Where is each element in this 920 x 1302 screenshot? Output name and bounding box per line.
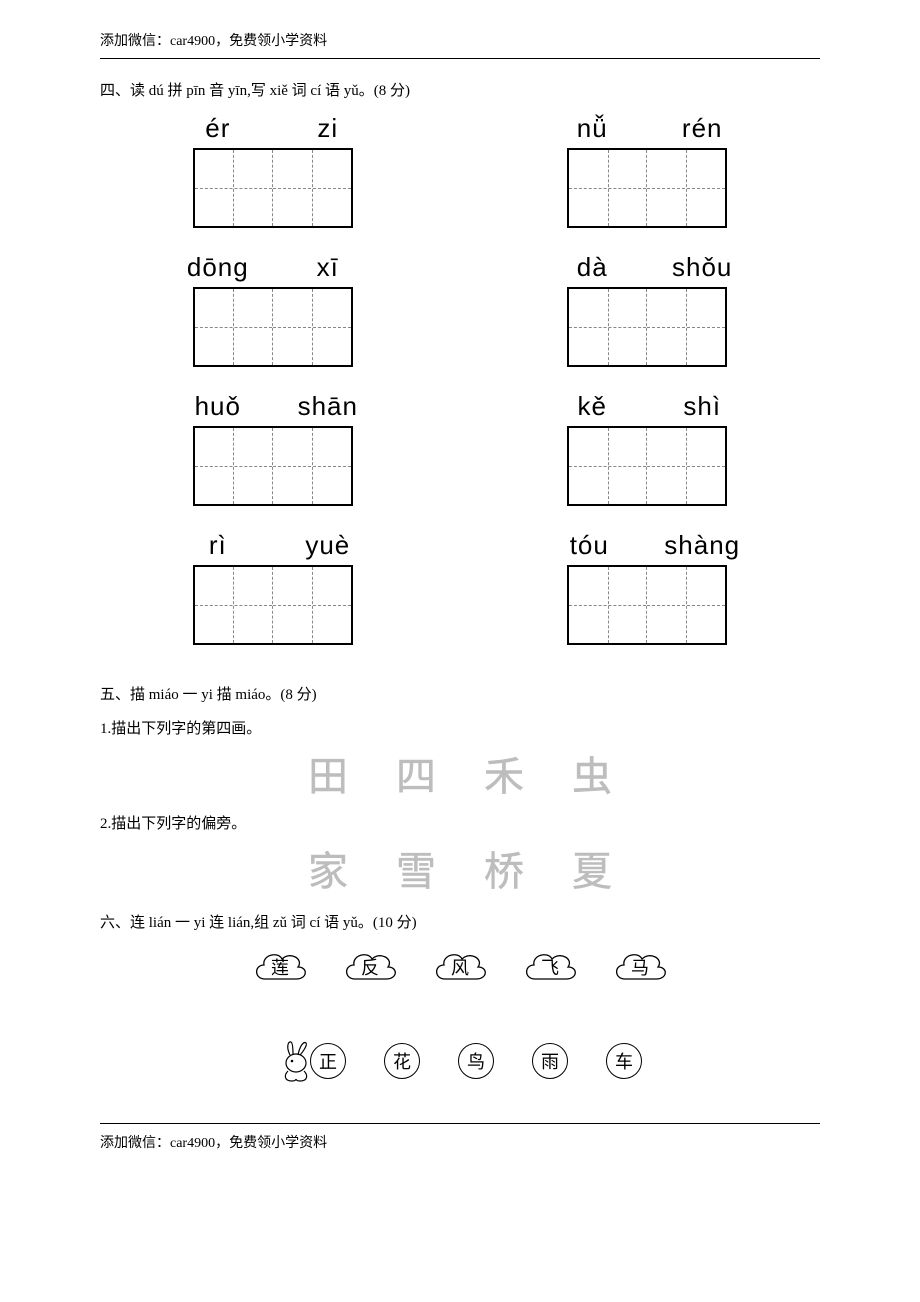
pinyin-item: rì yuè [100,530,446,645]
cloud-item: 风 [430,945,490,989]
pinyin-syllable: nǚ [557,113,627,144]
pinyin-syllable: rén [667,113,737,144]
pinyin-syllable: ér [183,113,253,144]
section5-title: 五、描 miáo 一 yi 描 miáo。(8 分) [100,683,820,707]
cloud-label: 风 [451,954,469,980]
pinyin-syllable: dà [557,252,627,283]
pinyin-syllable: shàng [664,530,740,561]
circle-label: 正 [319,1048,337,1074]
tian-box [193,148,353,228]
tian-box [567,287,727,367]
section4-title: 四、读 dú 拼 pīn 音 yīn,写 xiě 词 cí 语 yǔ。(8 分) [100,79,820,103]
section5-sub2: 2.描出下列字的偏旁。 [100,812,820,833]
trace-char: 雪 [396,839,436,897]
pinyin-item: dà shǒu [474,252,820,367]
trace-char: 禾 [484,744,524,802]
pinyin-syllable: shì [667,391,737,422]
cloud-label: 反 [361,954,379,980]
pinyin-syllable: kě [557,391,627,422]
tian-box [193,287,353,367]
trace-char: 虫 [572,744,612,802]
pinyin-syllable: shān [293,391,363,422]
cloud-item: 马 [610,945,670,989]
circle-label: 鸟 [467,1048,485,1074]
tian-box [567,565,727,645]
circle-label: 花 [393,1048,411,1074]
tian-box [567,148,727,228]
header-note: 添加微信：car4900，免费领小学资料 [100,30,820,59]
trace-char: 夏 [572,839,612,897]
circle-item: 正 [310,1043,346,1079]
cloud-item: 飞 [520,945,580,989]
section4-grid: ér zi dōng xī huǒ shān rì yuè nǚ rén dà shǒu k… [100,113,820,669]
trace-char: 家 [308,839,348,897]
pinyin-item: tóu shàng [474,530,820,645]
circle-item: 雨 [532,1043,568,1079]
trace-char: 桥 [484,839,524,897]
pinyin-item: ér zi [100,113,446,228]
tian-box [567,426,727,506]
circle-item: 花 [384,1043,420,1079]
pinyin-syllable: shǒu [667,252,737,283]
trace-char: 四 [396,744,436,802]
footer-note: 添加微信：car4900，免费领小学资料 [100,1123,820,1152]
circle-label: 车 [615,1048,633,1074]
cloud-item: 反 [340,945,400,989]
circle-label: 雨 [541,1048,559,1074]
tian-box [193,565,353,645]
circle-item: 鸟 [458,1043,494,1079]
cloud-label: 飞 [541,954,559,980]
pinyin-syllable: yuè [293,530,363,561]
pinyin-item: kě shì [474,391,820,506]
trace-char: 田 [308,744,348,802]
section5-sub1: 1.描出下列字的第四画。 [100,717,820,738]
cloud-row: 莲 反 风 飞 马 [100,945,820,989]
pinyin-syllable: tóu [554,530,624,561]
pinyin-item: nǚ rén [474,113,820,228]
section6-title: 六、连 lián 一 yi 连 lián,组 zǔ 词 cí 语 yǔ。(10 … [100,911,820,935]
circle-row: 正 花 鸟 雨 车 [100,1039,820,1083]
pinyin-syllable: xī [293,252,363,283]
rabbit-with-circle: 正 [278,1039,346,1083]
pinyin-item: dōng xī [100,252,446,367]
trace-row-2: 家 雪 桥 夏 [100,839,820,897]
pinyin-syllable: zi [293,113,363,144]
trace-row-1: 田 四 禾 虫 [100,744,820,802]
pinyin-item: huǒ shān [100,391,446,506]
cloud-label: 莲 [271,954,289,980]
pinyin-syllable: huǒ [183,391,253,422]
pinyin-syllable: rì [183,530,253,561]
cloud-label: 马 [631,954,649,980]
pinyin-syllable: dōng [183,252,253,283]
circle-item: 车 [606,1043,642,1079]
tian-box [193,426,353,506]
cloud-item: 莲 [250,945,310,989]
rabbit-icon [278,1039,314,1083]
